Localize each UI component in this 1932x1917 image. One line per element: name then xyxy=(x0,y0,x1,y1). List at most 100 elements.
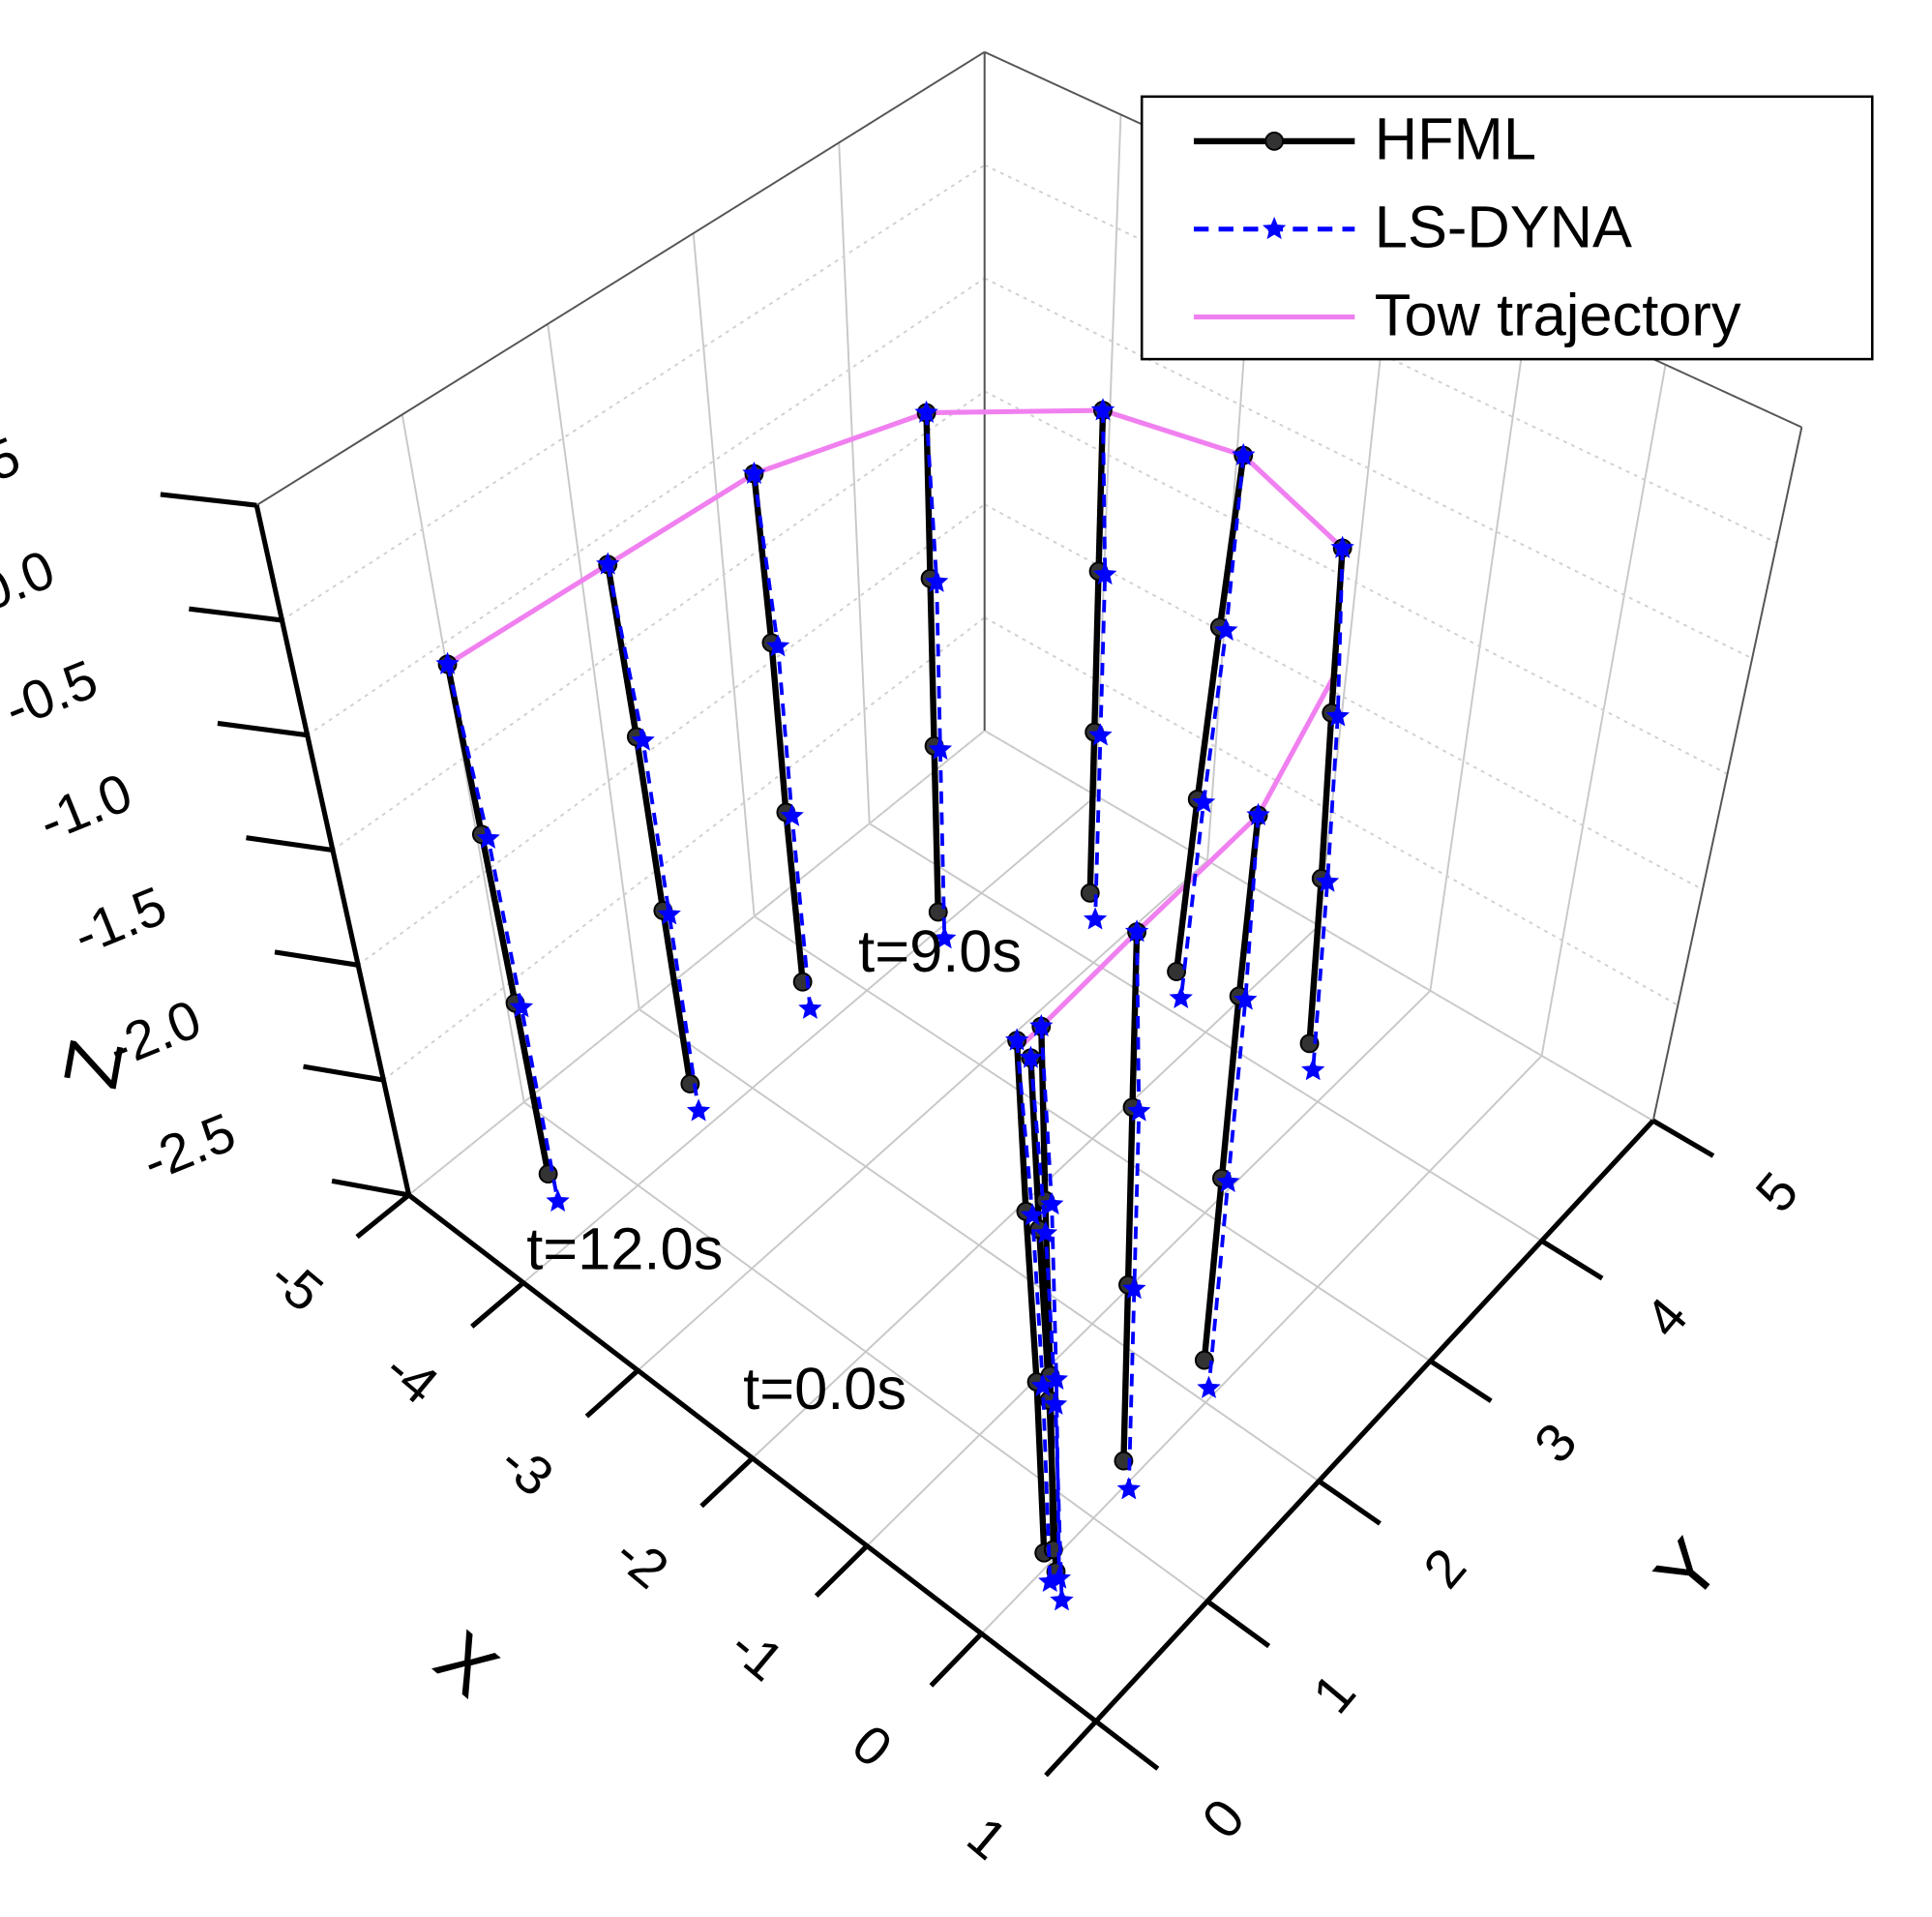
marker xyxy=(1019,1045,1043,1068)
marker xyxy=(435,651,460,674)
marker xyxy=(476,825,500,849)
x-tick xyxy=(699,1456,755,1509)
marker xyxy=(933,926,957,949)
marker xyxy=(1030,1373,1055,1396)
marker xyxy=(1315,869,1340,892)
annotation: t=12.0s xyxy=(526,1215,723,1282)
marker xyxy=(1004,1028,1029,1051)
z-tick xyxy=(331,1178,410,1198)
grid-line xyxy=(637,859,1208,1371)
marker xyxy=(686,1098,711,1122)
series-line xyxy=(445,410,1345,1602)
marker xyxy=(1246,802,1270,825)
marker xyxy=(742,461,766,484)
marker xyxy=(1264,131,1285,151)
z-tick-label: 0.0 xyxy=(0,538,63,623)
y-tick xyxy=(1205,1599,1271,1649)
legend-label: Tow trajectory xyxy=(1375,282,1741,348)
z-tick-label: -0.5 xyxy=(0,648,105,740)
y-tick-label: 4 xyxy=(1633,1286,1699,1348)
marker xyxy=(1325,704,1350,727)
trajectory-line xyxy=(446,407,1346,1052)
marker xyxy=(657,902,681,925)
x-axis-title: X xyxy=(420,1614,515,1713)
marker xyxy=(1083,907,1108,930)
marker xyxy=(1191,790,1216,813)
marker xyxy=(1301,1058,1325,1081)
marker xyxy=(798,996,822,1019)
marker xyxy=(546,1188,570,1212)
x-tick-label: -2 xyxy=(604,1522,680,1600)
y-tick-label: 2 xyxy=(1412,1537,1477,1599)
grid-line xyxy=(984,503,1704,891)
y-tick-label: 0 xyxy=(1190,1787,1256,1849)
z-tick xyxy=(246,835,334,854)
y-tick xyxy=(1540,1239,1604,1281)
marker xyxy=(1330,535,1354,558)
marker xyxy=(914,400,938,423)
y-tick xyxy=(1651,1118,1715,1158)
marker xyxy=(1047,1566,1072,1589)
series-line xyxy=(444,410,1346,1573)
annotation: t=0.0s xyxy=(743,1356,907,1423)
marker xyxy=(765,634,790,657)
y-tick-label: 3 xyxy=(1522,1411,1588,1473)
marker xyxy=(925,569,949,592)
legend-label: LS-DYNA xyxy=(1375,195,1632,261)
grid-line xyxy=(984,730,1654,1122)
marker xyxy=(1216,1169,1240,1192)
x-tick xyxy=(1044,1720,1098,1778)
x-tick-label: 1 xyxy=(956,1805,1018,1871)
x-tick xyxy=(470,1280,525,1329)
x-tick-label: -4 xyxy=(373,1337,450,1415)
z-tick-label: -1.0 xyxy=(30,762,140,854)
x-tick-label: -5 xyxy=(258,1245,335,1323)
y-axis-line xyxy=(1093,1119,1655,1723)
marker xyxy=(1021,1203,1045,1226)
x-tick xyxy=(814,1543,869,1598)
marker xyxy=(1124,919,1149,943)
marker xyxy=(1088,723,1113,746)
z-tick xyxy=(217,720,309,738)
y-tick xyxy=(1428,1359,1493,1403)
y-tick-label: 1 xyxy=(1301,1662,1367,1723)
x-tick-label: -1 xyxy=(719,1614,795,1692)
marker xyxy=(1169,985,1193,1008)
y-axis-title: Y xyxy=(1638,1522,1737,1617)
marker xyxy=(1127,1098,1151,1122)
marker xyxy=(928,736,953,760)
marker xyxy=(1090,398,1115,421)
legend-label: HFML xyxy=(1375,106,1536,173)
grid-line xyxy=(522,794,1097,1284)
z-tick xyxy=(160,492,257,508)
marker xyxy=(1116,1477,1141,1500)
plot-layer: t=0.0s t=9.0s t=12.0s xyxy=(435,398,1354,1611)
marker xyxy=(596,552,620,575)
marker xyxy=(1040,1191,1064,1215)
marker xyxy=(1029,1013,1054,1036)
grid-line xyxy=(281,164,986,621)
grid-line xyxy=(523,1101,1208,1602)
grid-line xyxy=(408,730,986,1196)
z-tick-label: -1.5 xyxy=(65,875,175,967)
x-tick xyxy=(929,1632,984,1688)
marker xyxy=(780,803,804,826)
z-tick xyxy=(274,949,359,968)
z-tick xyxy=(303,1063,384,1083)
marker xyxy=(1038,1569,1062,1592)
z-tick-label: 0.5 xyxy=(0,425,28,510)
z-tick xyxy=(189,606,282,623)
grid-line xyxy=(639,1008,1320,1483)
marker xyxy=(1122,1276,1146,1300)
x-tick xyxy=(355,1192,411,1240)
marker xyxy=(1232,442,1256,465)
grid-line xyxy=(332,390,986,852)
marker xyxy=(1194,1350,1214,1370)
marker xyxy=(1167,962,1186,981)
marker xyxy=(1033,1220,1058,1243)
grid-line xyxy=(984,164,1778,544)
marker xyxy=(1043,1392,1068,1415)
grid-line xyxy=(307,277,986,736)
legend: HFML LS-DYNA Tow trajectory xyxy=(1140,95,1874,361)
